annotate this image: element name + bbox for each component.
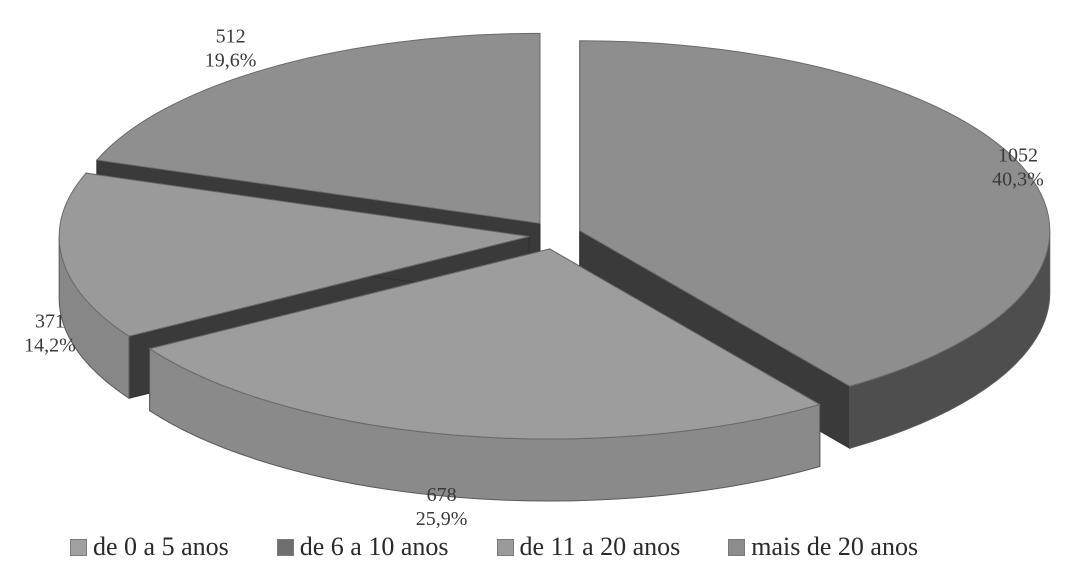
legend-item-11-20: de 11 a 20 anos	[496, 532, 681, 562]
data-label-percent: 25,9%	[416, 508, 468, 530]
data-label-value: 512	[216, 25, 246, 47]
legend-label: de 11 a 20 anos	[519, 532, 681, 561]
pie-slice-slice-6-10	[148, 248, 822, 502]
legend-item-0-5: de 0 a 5 anos	[70, 532, 229, 562]
legend-label: mais de 20 anos	[751, 532, 919, 561]
chart-legend: de 0 a 5 anos de 6 a 10 anos de 11 a 20 …	[70, 532, 918, 562]
pie-slice	[58, 172, 530, 337]
data-label-value: 678	[427, 484, 457, 506]
legend-label: de 0 a 5 anos	[93, 532, 229, 561]
data-label-percent: 19,6%	[205, 49, 257, 71]
pie-slice	[148, 248, 822, 440]
data-label-value: 371	[35, 311, 65, 333]
data-label-percent: 40,3%	[992, 168, 1044, 190]
legend-swatch	[728, 538, 746, 556]
legend-item-more-20: mais de 20 anos	[728, 532, 918, 562]
legend-swatch	[276, 538, 294, 556]
data-label-percent: 14,2%	[24, 335, 76, 357]
pie-slice	[95, 32, 541, 224]
legend-swatch	[70, 538, 87, 556]
legend-label: de 6 a 10 anos	[299, 532, 449, 561]
legend-item-6-10: de 6 a 10 anos	[276, 532, 449, 562]
legend-swatch	[496, 538, 514, 556]
data-label-value: 1052	[998, 144, 1038, 166]
pie-slice	[579, 40, 1051, 387]
